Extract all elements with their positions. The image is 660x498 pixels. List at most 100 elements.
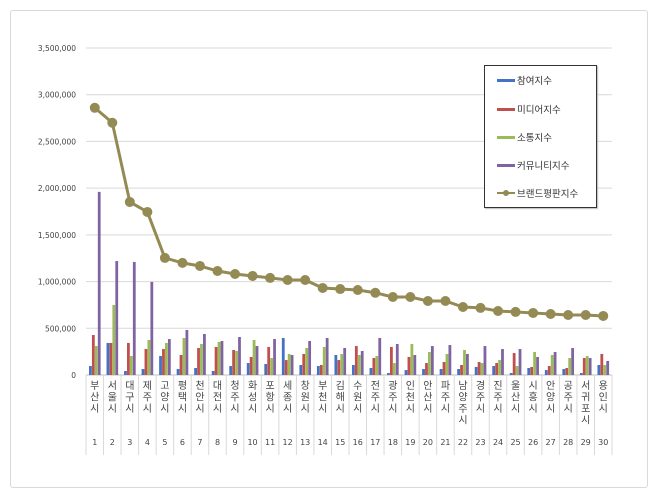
brand-point-포항시 [265, 272, 276, 283]
bar-0-경주시 [474, 366, 478, 375]
category-label-char: 청 [230, 380, 239, 392]
category-label-char: 대 [125, 380, 134, 392]
bar-1-전주시 [372, 357, 376, 375]
bar-0-제주시 [141, 369, 145, 375]
bar-1-공주시 [565, 367, 569, 375]
category-label-char: 주 [388, 393, 397, 404]
bar-3-인천시 [413, 355, 417, 375]
category-rank: 2 [110, 438, 115, 447]
category-rank: 10 [247, 438, 257, 447]
category-label-char: 제 [143, 380, 152, 392]
category-label-char: 시 [476, 403, 485, 415]
category-label-char: 시 [318, 403, 327, 415]
category-rank: 4 [145, 438, 150, 447]
category-label-char: 전 [213, 392, 222, 404]
legend-swatch [497, 107, 515, 111]
category-label-char: 택 [178, 392, 187, 404]
bar-2-평택시 [182, 338, 186, 375]
category-rank: 13 [300, 438, 310, 447]
bar-0-진주시 [492, 366, 496, 375]
category-label-char: 시 [353, 403, 362, 415]
category-label-char: 포 [581, 404, 590, 415]
bar-0-인천시 [404, 370, 408, 375]
bar-2-인천시 [410, 343, 414, 375]
bar-2-전주시 [375, 356, 379, 375]
bar-3-용인시 [606, 360, 610, 375]
legend-label: 브랜드평판지수 [517, 189, 579, 200]
category-label-char: 시 [195, 403, 204, 415]
bar-2-남양주시 [463, 349, 466, 375]
bar-3-부천시 [325, 338, 329, 375]
bar-3-제주시 [150, 281, 154, 375]
legend-item-communication: 소통지수 [497, 130, 552, 144]
bar-0-안양시 [544, 370, 548, 375]
bar-2-부산시 [94, 346, 98, 375]
bar-2-수원시 [357, 355, 361, 375]
brand-point-파주시 [440, 296, 451, 307]
category-label-char: 주 [458, 404, 467, 415]
category-label-char: 흥 [528, 391, 537, 404]
y-tick-label: 3,500,000 [38, 44, 76, 53]
brand-point-남양주시 [457, 301, 468, 312]
category-rank: 30 [598, 438, 608, 447]
brand-point-용인시 [598, 310, 609, 321]
category-label-char: 원 [353, 392, 362, 404]
bar-3-안양시 [553, 352, 557, 375]
legend-item-participation: 참여지수 [497, 73, 552, 87]
category-label-char: 산 [90, 392, 99, 404]
bar-1-천안시 [197, 347, 200, 375]
bar-2-안산시 [428, 352, 431, 375]
category-rank: 3 [127, 438, 132, 447]
category-label-char: 안 [546, 380, 555, 392]
legend-label: 미디어지수 [517, 105, 561, 116]
category-label-char: 산 [423, 392, 432, 404]
category-label-char: 시 [248, 403, 257, 415]
brand-point-천안시 [194, 260, 205, 271]
category-label-char: 울 [511, 380, 520, 392]
category-label-char: 안 [195, 392, 204, 404]
bar-2-용인시 [603, 365, 607, 375]
bar-2-김해시 [340, 353, 344, 375]
category-label-char: 주 [493, 393, 502, 404]
bar-0-포항시 [264, 363, 268, 375]
category-rank: 18 [388, 438, 398, 447]
bar-2-공주시 [568, 357, 572, 375]
category-label-char: 김 [336, 380, 345, 392]
bar-3-대구시 [132, 261, 136, 375]
bar-2-제주시 [147, 339, 151, 375]
bar-0-울산시 [509, 373, 513, 375]
bar-0-천안시 [194, 367, 197, 375]
category-label-char: 시 [336, 403, 345, 415]
legend-label: 소통지수 [517, 133, 552, 144]
bar-1-서귀포시 [582, 357, 586, 375]
category-label-char: 시 [546, 403, 555, 415]
bar-1-대전시 [214, 346, 218, 375]
category-label-char: 시 [458, 415, 467, 427]
category-label-char: 서 [581, 380, 590, 392]
category-label-char: 파 [441, 380, 450, 392]
category-label-char: 시 [160, 403, 169, 415]
category-label-char: 시 [441, 403, 450, 415]
bar-2-서울시 [112, 304, 116, 375]
category-label-char: 시 [371, 403, 380, 415]
bar-3-남양주시 [466, 353, 469, 375]
bar-2-울산시 [515, 366, 519, 375]
brand-point-경주시 [475, 302, 486, 313]
brand-point-화성시 [247, 270, 258, 281]
category-label-char: 양 [160, 392, 169, 404]
bar-1-광주시 [390, 346, 393, 375]
bar-3-포항시 [273, 339, 276, 375]
bar-0-남양주시 [457, 369, 460, 375]
bar-0-안산시 [422, 369, 425, 375]
category-label-char: 화 [248, 380, 257, 392]
y-tick-label: 1,500,000 [38, 231, 76, 240]
category-label-char: 울 [108, 392, 117, 404]
category-label-char: 서 [108, 380, 117, 392]
bar-1-화성시 [249, 356, 253, 375]
category-label-char: 주 [441, 393, 450, 404]
category-rank: 15 [335, 438, 345, 447]
bar-3-화성시 [255, 346, 259, 375]
legend-swatch [497, 78, 515, 82]
bar-0-광주시 [387, 373, 390, 375]
